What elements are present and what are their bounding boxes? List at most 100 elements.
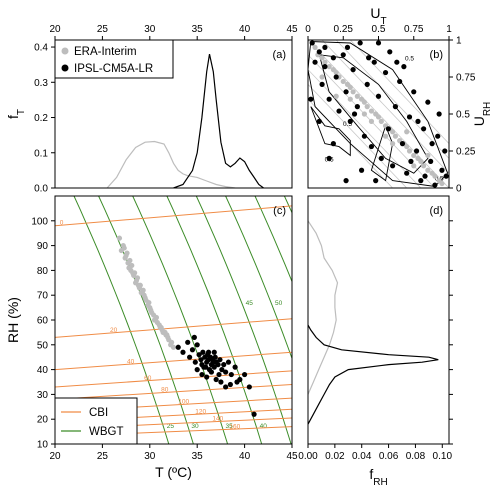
era-interim-point	[146, 300, 152, 306]
ipsl-point	[404, 170, 410, 176]
ipsl-point	[192, 359, 198, 365]
era-interim-density-line	[106, 140, 236, 188]
wbgt-isoline-label: 40	[260, 423, 268, 430]
legend: CBI WBGT	[54, 397, 138, 445]
era-interim-point	[164, 332, 170, 338]
y-tick-label: 50	[37, 340, 49, 351]
era-interim-point	[361, 99, 367, 105]
diagonal-line	[349, 40, 449, 144]
ipsl-point	[216, 371, 222, 378]
ipsl-point	[354, 104, 360, 110]
ipsl-point	[406, 114, 413, 120]
y-tick-label: 0.5	[456, 110, 470, 121]
x-tick-label: 30	[144, 24, 156, 35]
panel-d-frame	[307, 195, 450, 445]
era-interim-point	[319, 74, 325, 80]
era-interim-point	[378, 118, 384, 124]
ipsl-point	[223, 369, 229, 375]
era-interim-point	[326, 64, 332, 70]
ipsl-point	[401, 64, 407, 70]
ipsl-point	[223, 384, 229, 390]
y-axis-label: fT	[5, 109, 27, 119]
ipsl-density-line	[308, 324, 439, 425]
contour-line	[370, 124, 394, 182]
ipsl-density-line	[173, 53, 264, 188]
era-interim-point	[404, 143, 410, 150]
ipsl-point	[322, 44, 328, 51]
ipsl-point	[211, 364, 217, 370]
ipsl-point	[189, 347, 196, 353]
ipsl-point	[382, 69, 389, 76]
wbgt-isoline	[73, 196, 170, 444]
ipsl-point	[425, 99, 431, 105]
x-tick-label: 1	[446, 24, 452, 35]
y-tick-label: 30	[37, 390, 49, 401]
x-tick-label: 30	[144, 451, 156, 462]
ipsl-point	[204, 374, 210, 380]
y-tick-label: 70	[37, 291, 49, 302]
panel-a: 20 25 30 35 40 45 0.0 0.1 0.2 0.3 0.4 fT (a) ERA-Inte…	[5, 24, 298, 195]
cbi-isoline-label: 0	[60, 219, 64, 226]
ipsl-point	[194, 367, 200, 373]
ipsl-point	[371, 59, 377, 65]
era-interim-point	[411, 152, 417, 159]
cbi-isoline	[55, 383, 292, 400]
ipsl-point	[316, 49, 322, 55]
era-interim-point	[361, 111, 367, 117]
ipsl-point	[225, 359, 232, 365]
ipsl-point	[411, 89, 417, 95]
era-interim-point	[312, 44, 318, 51]
era-interim-point	[319, 55, 325, 61]
era-interim-point	[347, 84, 353, 90]
y-tick-label: 1	[456, 36, 462, 47]
x-axis-label: fRH	[369, 466, 387, 488]
y-axis-label: URH	[471, 102, 493, 127]
ipsl-point	[361, 133, 367, 139]
wbgt-isoline	[225, 196, 292, 360]
ipsl-point	[185, 339, 191, 345]
era-interim-point	[152, 317, 159, 323]
era-interim-point	[347, 96, 353, 102]
y-tick-label: 0.75	[456, 73, 476, 84]
era-interim-point	[411, 163, 417, 169]
ipsl-point	[432, 182, 438, 188]
x-tick-label: 0.02	[325, 451, 345, 462]
ipsl-point	[429, 141, 435, 147]
era-interim-point	[421, 163, 427, 169]
y-axis-label: RH (%)	[5, 297, 21, 343]
ipsl-point	[443, 173, 449, 179]
contour-label: 0.5	[343, 121, 352, 128]
x-tick-label: 40	[239, 24, 251, 35]
era-interim-point	[147, 305, 153, 311]
ipsl-point	[205, 349, 212, 355]
x-tick-label: 40	[239, 451, 251, 462]
era-interim-point	[124, 250, 130, 256]
y-tick-label: 0.1	[34, 148, 48, 159]
era-interim-point	[170, 344, 177, 350]
era-interim-point	[418, 158, 424, 164]
y-tick-label: 20	[37, 415, 49, 426]
panel-b: 0.50.50.50.500.250.50.75100.250.50.751UT…	[305, 5, 493, 195]
diagonal-line	[308, 84, 408, 188]
x-tick-label: 0.5	[372, 24, 386, 35]
y-tick-label: 10	[37, 440, 49, 451]
era-interim-point	[333, 93, 339, 99]
era-interim-point	[138, 290, 144, 296]
wbgt-isoline	[254, 196, 292, 283]
panel-label: (d)	[430, 205, 443, 217]
ipsl-point	[319, 81, 325, 87]
x-tick-label: 0.00	[298, 451, 318, 462]
era-interim-point	[121, 245, 127, 251]
legend-label: IPSL-CM5A-LR	[74, 63, 153, 75]
ipsl-point	[316, 118, 322, 124]
ipsl-point	[375, 93, 382, 99]
wbgt-isoline	[166, 196, 263, 444]
y-tick-label: 0.4	[34, 43, 48, 54]
ipsl-point	[343, 178, 349, 184]
x-tick-label: 45	[286, 451, 298, 462]
ipsl-point	[221, 362, 227, 368]
ipsl-point	[368, 143, 375, 150]
era-interim-point	[127, 257, 133, 264]
ipsl-point	[309, 40, 315, 46]
ipsl-point	[428, 158, 434, 164]
